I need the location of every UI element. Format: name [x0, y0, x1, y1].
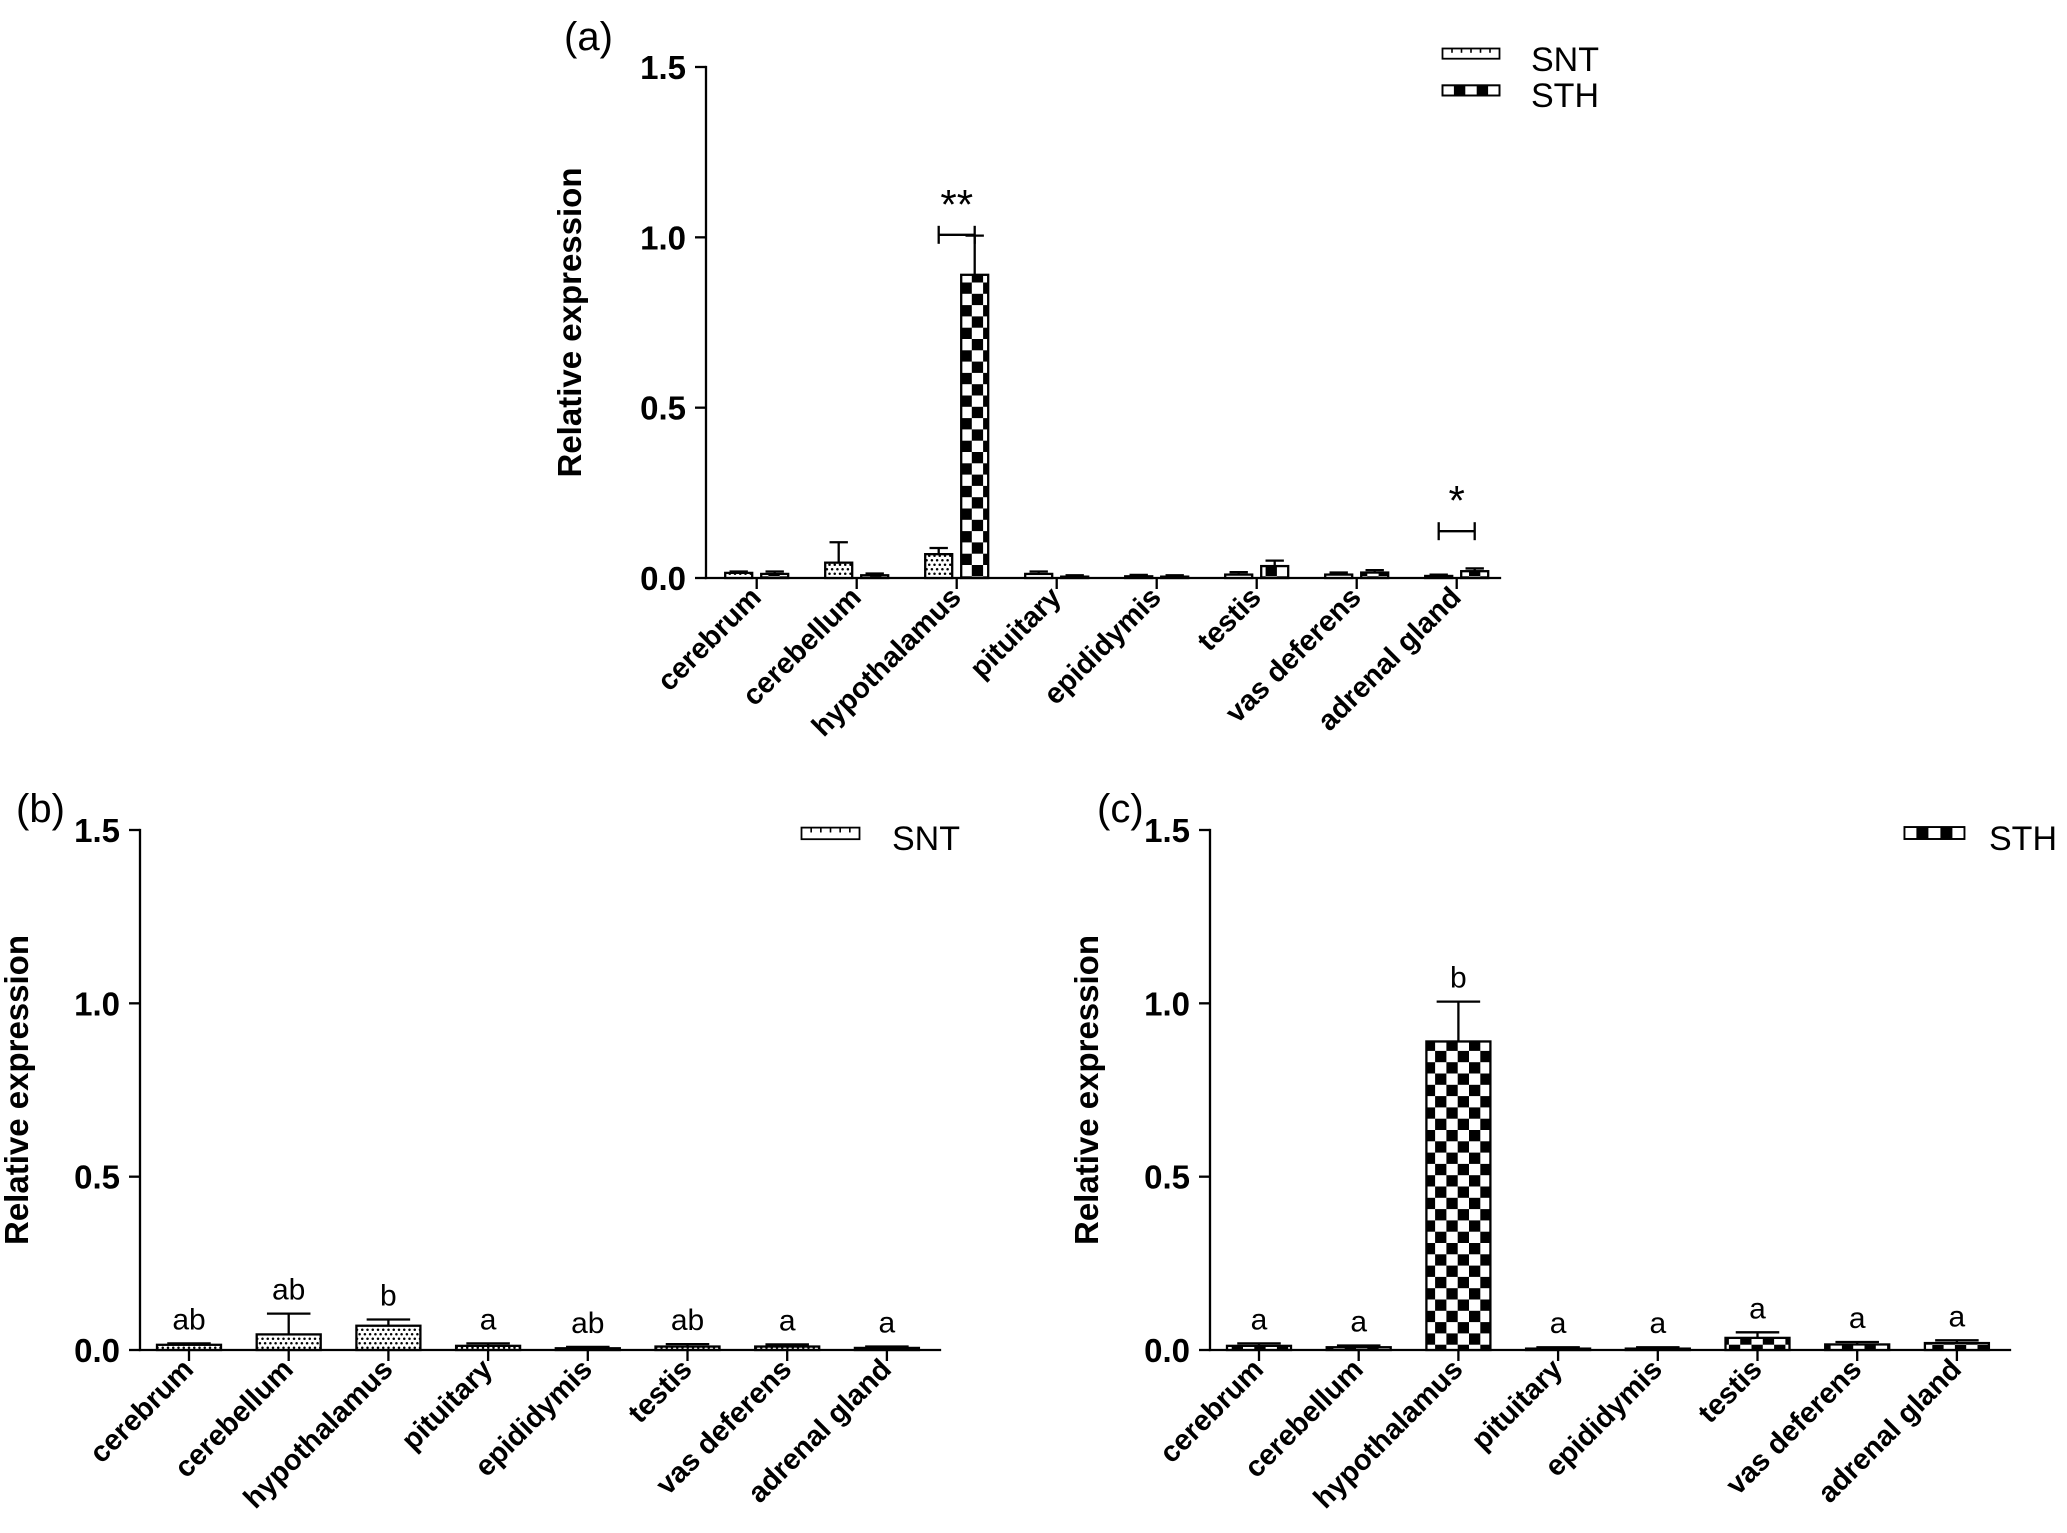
svg-text:1.0: 1.0: [640, 219, 686, 256]
svg-text:ab: ab: [272, 1274, 305, 1307]
svg-text:1.5: 1.5: [1144, 812, 1190, 849]
svg-text:1.0: 1.0: [1144, 985, 1190, 1022]
svg-text:0.5: 0.5: [640, 390, 686, 427]
svg-text:a: a: [879, 1307, 896, 1340]
svg-text:Relative expression: Relative expression: [0, 935, 35, 1245]
svg-text:a: a: [1849, 1302, 1866, 1335]
svg-text:a: a: [779, 1305, 796, 1338]
svg-text:ab: ab: [571, 1307, 604, 1340]
svg-text:a: a: [1649, 1307, 1666, 1340]
svg-text:*: *: [1449, 477, 1465, 524]
svg-text:pituitary: pituitary: [1466, 1353, 1570, 1457]
svg-text:pituitary: pituitary: [396, 1353, 500, 1457]
svg-text:a: a: [1350, 1306, 1367, 1339]
svg-text:(b): (b): [16, 787, 65, 831]
svg-text:a: a: [1251, 1303, 1268, 1336]
svg-text:SNT: SNT: [892, 820, 960, 858]
svg-text:Relative expression: Relative expression: [1068, 935, 1105, 1245]
svg-text:**: **: [940, 181, 973, 228]
svg-text:(c): (c): [1097, 787, 1144, 831]
svg-text:0.0: 0.0: [74, 1332, 120, 1369]
svg-text:1.5: 1.5: [74, 812, 120, 849]
svg-text:0.0: 0.0: [640, 560, 686, 597]
svg-text:Relative expression: Relative expression: [551, 168, 588, 478]
svg-text:a: a: [480, 1303, 497, 1336]
svg-text:ab: ab: [172, 1303, 205, 1336]
svg-text:0.5: 0.5: [74, 1159, 120, 1196]
svg-text:1.5: 1.5: [640, 49, 686, 86]
svg-text:b: b: [1450, 962, 1467, 995]
svg-text:a: a: [1550, 1307, 1567, 1340]
svg-text:(a): (a): [564, 15, 613, 59]
svg-text:STH: STH: [1989, 820, 2057, 858]
svg-text:STH: STH: [1531, 77, 1599, 115]
svg-text:ab: ab: [671, 1304, 704, 1337]
svg-text:SNT: SNT: [1531, 41, 1599, 79]
svg-text:pituitary: pituitary: [964, 581, 1068, 685]
svg-text:0.5: 0.5: [1144, 1159, 1190, 1196]
svg-text:b: b: [380, 1280, 397, 1313]
svg-text:a: a: [1749, 1292, 1766, 1325]
svg-text:0.0: 0.0: [1144, 1332, 1190, 1369]
svg-text:a: a: [1949, 1300, 1966, 1333]
svg-text:testis: testis: [1692, 1353, 1768, 1429]
svg-text:testis: testis: [622, 1353, 698, 1429]
svg-text:testis: testis: [1191, 581, 1267, 657]
svg-text:1.0: 1.0: [74, 985, 120, 1022]
